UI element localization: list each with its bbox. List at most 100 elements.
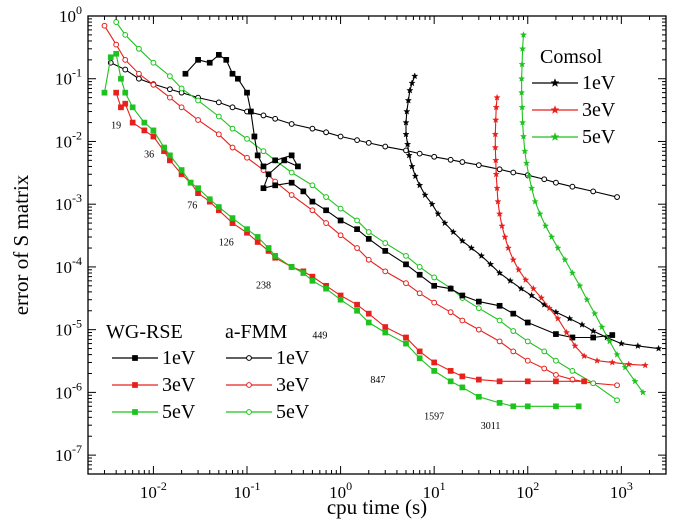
data-point [589, 327, 597, 335]
data-point [235, 75, 241, 82]
data-point [254, 152, 261, 159]
data-point [541, 348, 548, 355]
data-point [408, 162, 416, 170]
data-point [416, 271, 423, 278]
data-point [408, 79, 416, 87]
data-point [447, 309, 454, 316]
data-point [518, 103, 526, 111]
data-point [524, 378, 531, 385]
data-point [553, 331, 559, 337]
data-point [494, 197, 502, 205]
data-point [248, 108, 254, 115]
data-point [402, 118, 410, 126]
data-point [382, 268, 389, 275]
data-point [132, 382, 138, 388]
data-point [129, 104, 136, 111]
legend-entry: 3eV [112, 374, 196, 396]
data-point [525, 172, 533, 180]
data-point [129, 119, 136, 126]
data-point [167, 152, 173, 159]
data-point [553, 357, 559, 364]
data-point [459, 373, 466, 380]
data-point [493, 184, 501, 192]
data-point [548, 233, 556, 241]
data-point [566, 314, 574, 322]
data-point [309, 182, 316, 189]
x-tick-label: 101 [423, 479, 446, 502]
data-point [337, 133, 344, 140]
data-point [569, 376, 576, 383]
data-point [496, 269, 504, 277]
data-point [590, 188, 597, 195]
data-point [598, 323, 606, 331]
data-point [309, 207, 316, 214]
data-point [458, 237, 466, 244]
data-point [593, 356, 601, 364]
data-point [215, 131, 222, 138]
x-tick-label: 103 [610, 479, 633, 502]
data-point [107, 54, 114, 61]
data-point [150, 81, 157, 88]
data-point [161, 144, 167, 151]
legend-label: 3eV [162, 374, 196, 396]
data-point [337, 205, 344, 212]
data-point [402, 130, 410, 138]
y-tick-label: 10-4 [55, 254, 82, 277]
data-point [492, 103, 500, 111]
data-point [323, 194, 329, 200]
data-point [416, 264, 423, 270]
y-tick-label: 100 [59, 3, 82, 26]
data-point [434, 210, 442, 217]
data-point [254, 234, 261, 240]
data-point [354, 301, 360, 308]
data-point [617, 339, 625, 347]
data-point [613, 350, 621, 358]
data-point [182, 70, 189, 77]
data-point [365, 236, 372, 242]
data-point [187, 179, 194, 186]
series-line [494, 97, 646, 366]
data-point [272, 253, 279, 259]
series-line [185, 54, 613, 339]
point-annotation: 3011 [481, 421, 501, 432]
data-point [113, 50, 120, 57]
data-point [244, 226, 250, 233]
data-point [323, 285, 329, 292]
legend-title: a-FMM [225, 321, 287, 343]
data-point [166, 86, 173, 93]
x-tick-label: 10-1 [234, 479, 261, 502]
data-point [524, 319, 531, 326]
data-point [132, 355, 138, 361]
data-point [416, 348, 423, 355]
data-point [403, 107, 411, 115]
series-com-3 [491, 93, 649, 369]
data-point [229, 215, 236, 221]
data-point [354, 226, 360, 233]
data-point [510, 169, 517, 176]
data-point [510, 348, 517, 355]
y-tick-label: 10-2 [55, 128, 82, 151]
legend-label: 3eV [582, 99, 616, 121]
data-point [288, 192, 295, 198]
legend-a-fmm: a-FMM 1eV 3eV 5eV [225, 321, 310, 423]
data-point [431, 153, 438, 160]
data-point [403, 280, 409, 287]
data-point [166, 94, 173, 101]
data-point [244, 135, 250, 142]
data-point [431, 359, 438, 366]
legend-title: WG-RSE [106, 321, 183, 343]
data-point [122, 31, 129, 38]
legend-label: 1eV [276, 347, 310, 369]
data-point [583, 295, 591, 303]
data-point [141, 119, 148, 126]
data-point [631, 377, 639, 385]
data-point [524, 403, 531, 410]
data-point [309, 277, 316, 284]
data-point [431, 299, 438, 306]
data-point [641, 361, 649, 369]
data-point [295, 163, 301, 170]
data-point [431, 282, 438, 289]
data-point [496, 317, 503, 324]
data-point [132, 409, 138, 415]
data-point [254, 239, 261, 245]
